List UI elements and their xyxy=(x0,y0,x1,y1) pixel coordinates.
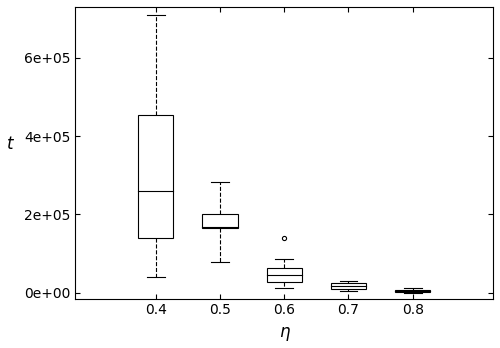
X-axis label: η: η xyxy=(279,323,289,341)
Bar xyxy=(266,269,302,282)
Bar xyxy=(138,114,173,238)
Bar xyxy=(395,290,430,292)
Bar xyxy=(202,214,237,228)
Bar xyxy=(331,283,366,289)
Y-axis label: t: t xyxy=(7,135,14,153)
